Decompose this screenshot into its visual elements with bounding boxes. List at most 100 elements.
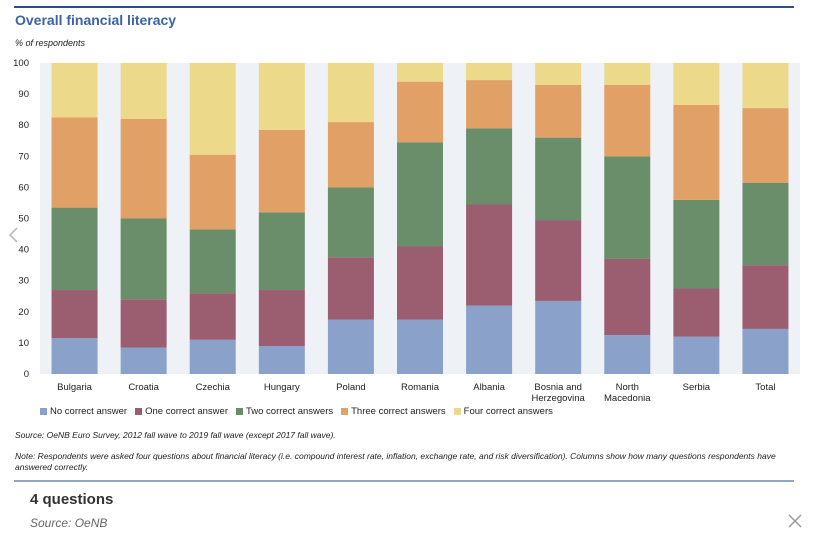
bar-segment: [327, 63, 374, 123]
caption-title: 4 questions: [30, 491, 114, 508]
bar-segment: [51, 290, 98, 339]
bar-segment: [327, 187, 374, 258]
chevron-left-icon[interactable]: [5, 226, 21, 244]
chart-title: Overall financial literacy: [15, 12, 177, 28]
bar-segment: [189, 339, 236, 374]
y-tick-label: 60: [18, 182, 29, 193]
x-tick-label: Hungary: [264, 382, 300, 393]
top-divider: [14, 6, 794, 8]
y-tick-label: 70: [18, 151, 29, 162]
chart-area: 0 10 20 30 40 50 60 70 80 90 100 Bulgaria Croatia Cz…: [13, 58, 800, 404]
x-tick-label: Albania: [473, 382, 505, 393]
bar-segment: [327, 319, 374, 374]
legend-swatch: [341, 408, 349, 415]
legend-swatch: [135, 408, 143, 415]
bar-segment: [51, 117, 98, 208]
y-tick-label: 0: [24, 369, 29, 380]
bar-segment: [604, 335, 651, 374]
caption-source: Source: OeNB: [30, 516, 108, 530]
bar-segment: [189, 229, 236, 294]
legend-label: Two correct answers: [246, 406, 334, 417]
x-tick-label: Czechia: [196, 382, 231, 393]
bar-segment: [604, 258, 651, 336]
bar-segment: [189, 293, 236, 340]
x-tick-label: Croatia: [128, 382, 159, 393]
bar-segment: [673, 63, 720, 105]
x-tick-label: Bosnia and Herzegovina: [532, 382, 586, 404]
legend-swatch: [236, 408, 243, 415]
bar-segment: [604, 63, 651, 85]
y-tick-label: 50: [18, 214, 29, 225]
x-tick-label: Serbia: [683, 382, 711, 393]
bar-segment: [327, 257, 374, 320]
source-note: Source: OeNB Euro Survey, 2012 fall wave…: [15, 430, 336, 440]
bar-segment: [535, 63, 582, 85]
bar-segment: [673, 199, 720, 289]
bar-segment: [258, 290, 305, 347]
legend-label: Three correct answers: [351, 406, 446, 417]
bar-segment: [397, 63, 443, 82]
y-tick-label: 30: [18, 276, 29, 287]
bar-segment: [535, 84, 582, 138]
bar-segment: [673, 104, 720, 200]
bar-segment: [120, 299, 167, 348]
bar-segment: [189, 154, 236, 230]
bar-segment: [742, 182, 789, 266]
bar-segment: [673, 336, 720, 374]
bar-segment: [120, 63, 167, 119]
bar-segment: [397, 81, 443, 143]
bar-segment: [466, 80, 513, 129]
bar-segment: [466, 204, 513, 306]
bar-segment: [258, 346, 305, 374]
bar-segment: [258, 212, 305, 291]
bar-segment: [673, 288, 720, 337]
bar-segment: [604, 156, 651, 259]
bar-segment: [258, 63, 305, 130]
legend-label: Four correct answers: [463, 406, 553, 417]
legend-item: One correct answer: [135, 406, 228, 417]
bar-segment: [466, 63, 513, 81]
y-axis-unit: % of respondents: [15, 38, 86, 48]
y-tick-label: 20: [18, 307, 29, 318]
x-tick-label: Bulgaria: [57, 382, 93, 393]
bar-segment: [535, 220, 582, 301]
bar-segment: [120, 218, 167, 300]
bar-segment: [51, 207, 98, 291]
bar-segment: [189, 63, 236, 155]
bar-segment: [51, 338, 98, 374]
bar-segment: [535, 300, 582, 374]
bar-segment: [397, 246, 443, 320]
bar-segment: [742, 328, 789, 374]
y-tick-label: 100: [13, 58, 29, 69]
legend-swatch: [453, 408, 461, 415]
bar-segment: [327, 122, 374, 188]
bar-segment: [604, 84, 651, 157]
legend-item: Two correct answers: [236, 406, 333, 417]
x-tick-label: Romania: [401, 382, 440, 393]
bar-segment: [120, 347, 167, 374]
bar-segment: [466, 305, 513, 374]
y-tick-label: 40: [18, 245, 29, 256]
close-icon[interactable]: [786, 512, 804, 530]
y-tick-label: 90: [18, 89, 29, 100]
bar-segment: [535, 137, 582, 221]
bar-segment: [742, 265, 789, 329]
y-tick-label: 10: [18, 338, 29, 349]
bar-segment: [397, 319, 443, 374]
y-tick-label: 80: [18, 120, 29, 131]
x-tick-label: Total: [755, 382, 775, 393]
x-tick-label: North Macedonia: [604, 382, 651, 404]
bar-segment: [120, 118, 167, 219]
methodology-note: Note: Respondents were asked four questi…: [15, 451, 776, 472]
bottom-divider: [14, 480, 794, 482]
legend-item: Three correct answers: [341, 406, 446, 417]
legend-label: One correct answer: [145, 406, 228, 417]
bar-segment: [51, 63, 98, 118]
x-tick-label: Poland: [336, 382, 366, 393]
legend-swatch: [40, 408, 47, 415]
bar-segment: [258, 129, 305, 213]
bar-segment: [466, 128, 513, 205]
legend-label: No correct answer: [50, 406, 128, 417]
legend-item: No correct answer: [40, 406, 127, 417]
chart-legend: No correct answer One correct answer Two c…: [40, 406, 553, 417]
